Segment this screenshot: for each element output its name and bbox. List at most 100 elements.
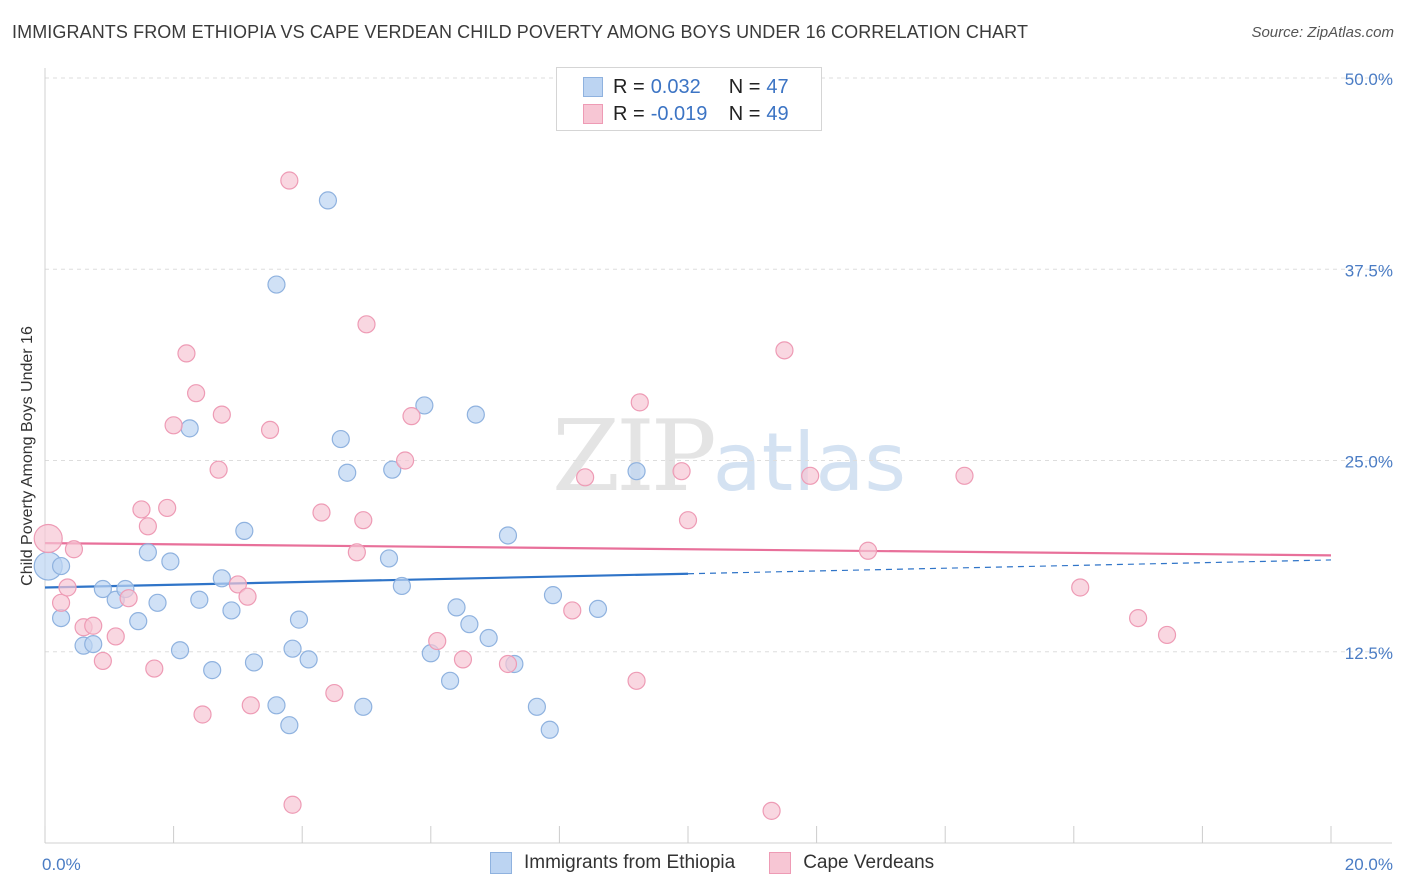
- point-capeverde: [801, 466, 820, 485]
- stats-legend: R = 0.032 N = 47 R = -0.019 N = 49: [556, 67, 822, 131]
- point-capeverde: [84, 616, 103, 635]
- point-capeverde: [164, 416, 183, 435]
- x-tick-label: 0.0%: [42, 855, 81, 874]
- point-ethiopia: [331, 429, 350, 449]
- points-layer: [33, 171, 1177, 820]
- chart-title: IMMIGRANTS FROM ETHIOPIA VS CAPE VERDEAN…: [12, 22, 1029, 42]
- point-ethiopia: [540, 720, 559, 739]
- legend-n-value-capeverde: 49: [766, 102, 789, 125]
- point-ethiopia: [299, 650, 318, 669]
- point-capeverde: [576, 468, 595, 487]
- axis-layer: [44, 68, 1392, 844]
- point-capeverde: [187, 384, 206, 403]
- point-capeverde: [678, 511, 698, 530]
- point-capeverde: [498, 654, 518, 674]
- watermark-atlas: atlas: [712, 416, 907, 509]
- point-ethiopia: [498, 526, 518, 545]
- point-ethiopia: [161, 552, 180, 571]
- point-capeverde: [395, 451, 415, 470]
- point-ethiopia: [440, 671, 460, 690]
- point-ethiopia: [543, 586, 563, 605]
- point-capeverde: [238, 587, 257, 606]
- point-ethiopia: [392, 576, 411, 596]
- legend-row-ethiopia: R = 0.032 N = 47: [583, 75, 789, 99]
- y-tick-label: 12.5%: [1345, 644, 1393, 663]
- legend-r-label: R =: [613, 75, 645, 98]
- zipatlas-watermark: ZIPatlas: [552, 400, 906, 514]
- point-capeverde: [132, 500, 151, 519]
- point-capeverde: [312, 503, 331, 522]
- point-ethiopia: [379, 549, 399, 568]
- point-capeverde: [138, 517, 157, 536]
- point-ethiopia: [283, 639, 302, 658]
- point-ethiopia: [212, 569, 231, 588]
- point-capeverde: [775, 341, 794, 360]
- point-capeverde: [402, 407, 421, 426]
- point-ethiopia: [51, 556, 71, 576]
- y-axis-label: Child Poverty Among Boys Under 16: [19, 326, 36, 586]
- point-capeverde: [1071, 578, 1090, 597]
- series-swatch-capeverde: [769, 852, 792, 874]
- point-capeverde: [428, 631, 447, 651]
- point-capeverde: [260, 420, 280, 439]
- trend-layer: [44, 542, 1332, 589]
- legend-row-capeverde: R = -0.019 N = 49: [583, 102, 789, 126]
- point-ethiopia: [170, 641, 190, 660]
- point-ethiopia: [129, 612, 148, 631]
- legend-n-label: N =: [728, 75, 761, 98]
- point-capeverde: [119, 589, 138, 608]
- legend-r-label: R =: [613, 102, 645, 125]
- point-ethiopia: [84, 634, 103, 654]
- point-ethiopia: [244, 653, 264, 672]
- y-tick-label: 25.0%: [1345, 453, 1393, 472]
- point-ethiopia: [280, 716, 299, 735]
- point-capeverde: [241, 696, 260, 715]
- source-label: Source: ZipAtlas.com: [1251, 24, 1394, 41]
- point-ethiopia: [383, 460, 402, 479]
- point-ethiopia: [222, 601, 241, 620]
- x-tick-label: 20.0%: [1345, 855, 1393, 874]
- grid-layer: [45, 77, 1392, 653]
- point-capeverde: [145, 659, 164, 678]
- point-capeverde: [158, 498, 177, 518]
- point-capeverde: [58, 578, 77, 597]
- point-ethiopia: [447, 598, 466, 617]
- point-ethiopia: [588, 599, 608, 619]
- point-ethiopia: [318, 191, 338, 210]
- point-ethiopia: [235, 521, 254, 540]
- series-swatch-ethiopia: [490, 852, 512, 874]
- series-legend-capeverde: Cape Verdeans: [769, 852, 934, 874]
- y-tick-label: 50.0%: [1345, 70, 1393, 89]
- point-ethiopia: [93, 579, 112, 599]
- point-capeverde: [347, 543, 366, 562]
- point-ethiopia: [148, 593, 167, 612]
- point-ethiopia: [415, 396, 434, 415]
- series-legend-label-ethiopia: Immigrants from Ethiopia: [524, 852, 736, 873]
- point-ethiopia: [289, 610, 309, 629]
- point-capeverde: [354, 511, 373, 530]
- legend-swatch-ethiopia: [583, 77, 603, 97]
- point-capeverde: [955, 466, 974, 485]
- point-capeverde: [93, 651, 112, 671]
- series-legend-label-capeverde: Cape Verdeans: [803, 852, 935, 873]
- point-capeverde: [280, 171, 299, 190]
- point-capeverde: [106, 627, 125, 646]
- point-ethiopia: [267, 275, 286, 294]
- point-capeverde: [228, 575, 247, 594]
- point-capeverde: [1157, 625, 1177, 645]
- point-capeverde: [453, 650, 473, 669]
- legend-swatch-capeverde: [583, 104, 603, 124]
- point-ethiopia: [180, 419, 199, 438]
- point-capeverde: [283, 795, 302, 814]
- point-ethiopia: [190, 590, 209, 609]
- legend-r-value-capeverde: -0.019: [650, 102, 708, 125]
- point-capeverde: [357, 315, 376, 334]
- point-ethiopia: [51, 608, 71, 628]
- point-capeverde: [51, 593, 71, 612]
- point-capeverde: [672, 462, 691, 481]
- point-ethiopia: [203, 661, 222, 680]
- legend-r-value-ethiopia: 0.032: [650, 75, 701, 98]
- point-ethiopia: [138, 543, 157, 562]
- trendline-capeverde: [44, 542, 1332, 557]
